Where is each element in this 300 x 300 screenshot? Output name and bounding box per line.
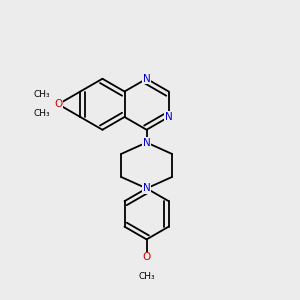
Text: O: O (54, 99, 62, 109)
Text: O: O (54, 99, 62, 109)
Text: O: O (142, 252, 151, 262)
Text: CH₃: CH₃ (138, 272, 155, 281)
Text: N: N (143, 74, 151, 84)
Text: N: N (165, 112, 172, 122)
Text: CH₃: CH₃ (33, 90, 50, 99)
Text: CH₃: CH₃ (33, 109, 50, 118)
Text: N: N (143, 183, 151, 194)
Text: N: N (143, 137, 151, 148)
